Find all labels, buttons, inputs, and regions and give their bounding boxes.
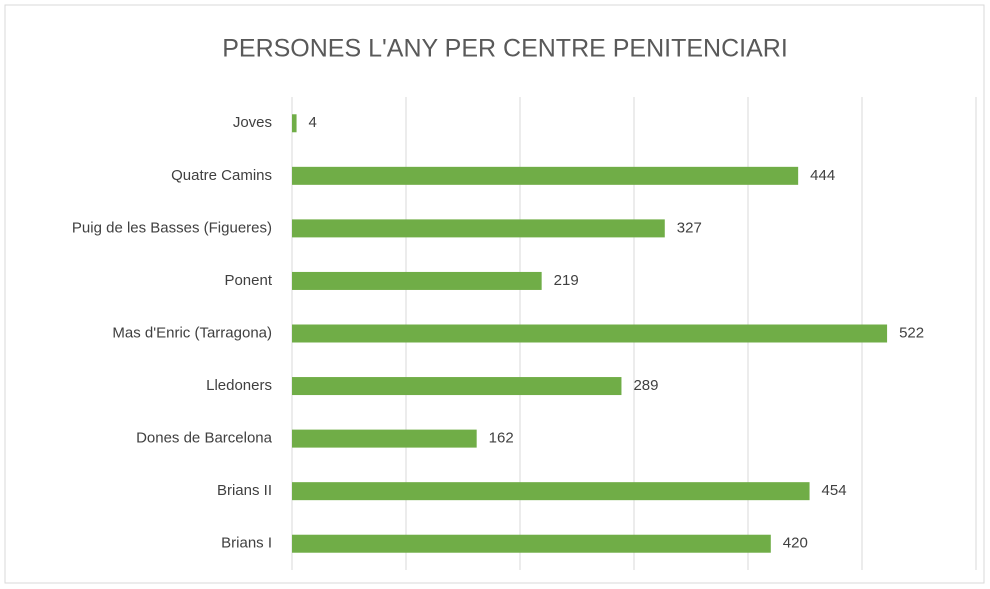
bar — [292, 534, 771, 553]
y-tick-label: Ponent — [224, 272, 272, 289]
bar — [292, 377, 622, 396]
data-label: 219 — [554, 272, 579, 289]
data-label: 289 — [633, 377, 658, 394]
bar — [292, 219, 665, 238]
bar — [292, 166, 799, 185]
y-tick-label: Puig de les Basses (Figueres) — [72, 219, 272, 236]
data-label: 420 — [783, 535, 808, 552]
y-tick-label: Mas d'Enric (Tarragona) — [112, 324, 272, 341]
y-tick-label: Quatre Camins — [171, 167, 272, 184]
y-tick-label: Joves — [233, 114, 272, 131]
data-label: 162 — [489, 430, 514, 447]
chart-title: PERSONES L'ANY PER CENTRE PENITENCIARI — [222, 35, 788, 63]
y-tick-label: Lledoners — [206, 377, 272, 394]
data-label: 4 — [309, 114, 317, 131]
data-label: 327 — [677, 219, 702, 236]
y-tick-label: Brians II — [217, 482, 272, 499]
y-tick-label: Dones de Barcelona — [136, 430, 273, 447]
data-label: 522 — [899, 324, 924, 341]
data-label: 444 — [810, 167, 835, 184]
bar — [292, 271, 542, 290]
bar — [292, 482, 810, 501]
bar — [292, 429, 477, 448]
y-tick-label: Brians I — [221, 535, 272, 552]
bar — [292, 114, 297, 133]
data-label: 454 — [822, 482, 847, 499]
bar — [292, 324, 888, 343]
